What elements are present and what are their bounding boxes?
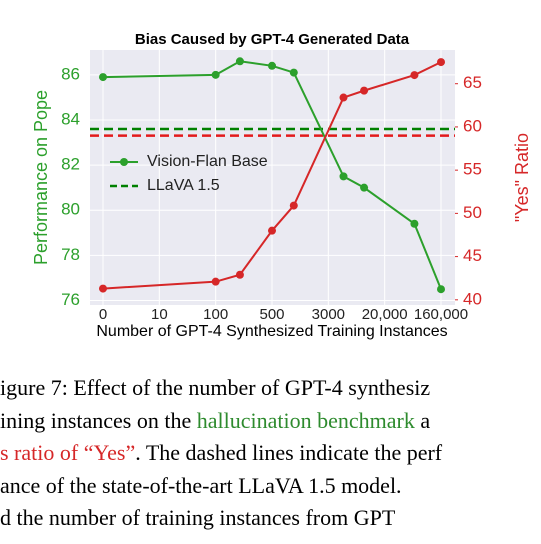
data-point — [211, 70, 220, 79]
caption-line: igure 7: Effect of the number of GPT-4 s… — [0, 372, 541, 405]
data-point — [360, 183, 369, 192]
data-point — [410, 71, 419, 80]
y2-tick-label: 60 — [463, 116, 482, 135]
x-tick-label: 100 — [203, 306, 228, 323]
y2-tick-label: 65 — [463, 73, 482, 92]
data-point — [339, 172, 348, 181]
y-tick-label: 82 — [61, 155, 80, 174]
caption-text: hallucination benchmark — [196, 407, 415, 433]
data-point — [410, 219, 419, 228]
caption-text: d the number of training instances from … — [0, 505, 396, 530]
chart-title: Bias Caused by GPT-4 Generated Data — [135, 31, 410, 48]
caption-text: ance of the state-of-the-art LLaVA 1.5 m… — [0, 472, 402, 498]
y2-tick-label: 55 — [463, 160, 482, 179]
data-point — [268, 61, 276, 70]
data-point — [268, 226, 276, 235]
y-tick-label: 84 — [61, 109, 80, 128]
y-tick-label: 80 — [61, 200, 80, 219]
y-tick-label: 76 — [61, 290, 80, 309]
data-point — [339, 93, 348, 102]
caption: igure 7: Effect of the number of GPT-4 s… — [0, 372, 541, 535]
y2-axis-label: "Yes" Ratio — [512, 133, 532, 222]
data-point — [289, 201, 298, 210]
caption-text: . The dashed lines indicate the perf — [135, 440, 443, 465]
legend-marker — [120, 158, 128, 166]
y-tick-label: 86 — [61, 64, 80, 83]
legend-label: LLaVA 1.5 — [147, 177, 220, 194]
data-point — [437, 58, 445, 67]
caption-text: ining instances on the — [0, 407, 197, 433]
caption-text: a — [414, 407, 431, 433]
x-tick-label: 20,000 — [362, 306, 408, 323]
caption-line: ance of the state-of-the-art LLaVA 1.5 m… — [0, 470, 541, 503]
x-tick-label: 500 — [259, 306, 284, 323]
caption-line: d the number of training instances from … — [0, 502, 541, 535]
caption-text: s ratio of “Yes” — [0, 440, 136, 465]
data-point — [99, 73, 107, 82]
y2-tick-label: 50 — [463, 203, 482, 222]
y2-tick-label: 40 — [463, 289, 482, 308]
data-point — [235, 270, 244, 279]
caption-line: s ratio of “Yes”. The dashed lines indic… — [0, 437, 541, 470]
data-point — [437, 285, 445, 294]
data-point — [360, 86, 369, 95]
x-tick-label: 160,000 — [414, 306, 468, 323]
x-tick-label: 0 — [99, 306, 107, 323]
y2-tick-label: 45 — [463, 246, 482, 265]
data-point — [289, 68, 298, 77]
data-point — [99, 284, 107, 293]
x-tick-label: 3000 — [312, 306, 345, 323]
legend-label: Vision-Flan Base — [147, 153, 268, 170]
caption-line: ining instances on the hallucination ben… — [0, 405, 541, 438]
y-tick-label: 78 — [61, 245, 80, 264]
y-axis-label: Performance on Pope — [31, 90, 51, 265]
x-axis-label: Number of GPT-4 Synthesized Training Ins… — [96, 323, 447, 340]
caption-text: igure 7: Effect of the number of GPT-4 s… — [0, 375, 431, 400]
data-point — [211, 277, 220, 286]
chart: Bias Caused by GPT-4 Generated Data Numb… — [31, 31, 532, 340]
x-tick-label: 10 — [151, 306, 168, 323]
data-point — [235, 57, 244, 66]
